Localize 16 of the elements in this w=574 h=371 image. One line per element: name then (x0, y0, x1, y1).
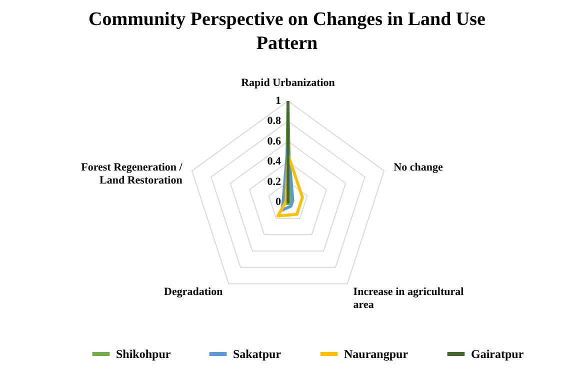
y-tick-label: 0.2 (267, 176, 282, 188)
spoke-label: Degradation (164, 286, 223, 298)
legend-label: Shikohpur (116, 347, 172, 361)
y-tick-label: 1 (276, 95, 281, 107)
spoke-label: Rapid Urbanization (241, 76, 335, 89)
chart-title: Community Perspective on Changes in Land Use Pattern (88, 9, 486, 54)
y-tick-label: 0.4 (267, 156, 282, 168)
spoke-label: Increase in agricultural area (353, 286, 464, 311)
spoke-label: No change (394, 162, 443, 174)
spoke-label: Forest Regeneration / Land Restoration (81, 162, 184, 187)
legend-label: Gairatpur (471, 347, 524, 361)
y-tick-label: 0.8 (267, 115, 282, 128)
legend-label: Naurangpur (344, 347, 409, 361)
legend-label: Sakatpur (233, 347, 282, 361)
y-tick-label: 0.6 (267, 135, 282, 148)
y-tick-label: 0 (276, 196, 282, 208)
